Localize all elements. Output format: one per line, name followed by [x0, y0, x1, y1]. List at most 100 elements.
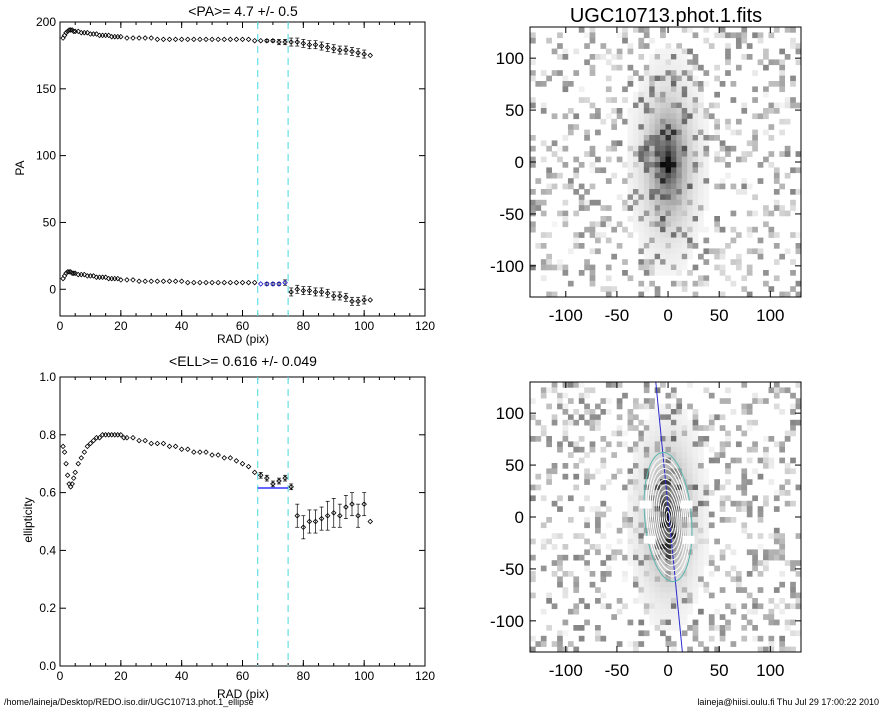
- image-pixel: [741, 189, 748, 195]
- image-pixel: [649, 560, 655, 566]
- image-pixel: [692, 108, 699, 114]
- image-pixel: [557, 533, 563, 539]
- data-point: [318, 515, 325, 522]
- image-pixel: [643, 232, 650, 238]
- image-pixel: [530, 226, 536, 233]
- image-pixel: [605, 409, 612, 415]
- image-pixel: [676, 414, 683, 421]
- image-pixel: [708, 457, 715, 464]
- image-pixel: [670, 527, 677, 534]
- image-pixel: [638, 259, 645, 265]
- image-pixel: [784, 490, 791, 496]
- image-pixel: [605, 75, 612, 82]
- image-pixel: [676, 194, 683, 201]
- image-pixel: [692, 167, 699, 174]
- image-pixel: [649, 409, 655, 415]
- image-pixel: [676, 113, 683, 120]
- image-pixel: [649, 403, 655, 410]
- image-pixel: [627, 538, 634, 545]
- image-pixel: [530, 484, 536, 491]
- image-pixel: [654, 511, 661, 518]
- y-tick-label: -50: [499, 560, 524, 579]
- image-pixel: [622, 517, 628, 523]
- image-pixel: [703, 205, 710, 211]
- image-pixel: [600, 571, 607, 577]
- data-point: [251, 279, 258, 286]
- image-pixel: [638, 280, 645, 287]
- image-pixel: [649, 414, 655, 421]
- image-pixel: [600, 205, 607, 211]
- data-point: [70, 270, 77, 277]
- image-pixel: [698, 425, 704, 431]
- image-pixel: [703, 441, 710, 448]
- image-pixel: [676, 43, 683, 49]
- image-pixel: [681, 549, 688, 556]
- image-pixel: [660, 189, 666, 195]
- image-pixel: [660, 463, 666, 469]
- image-pixel: [600, 511, 607, 518]
- image-pixel: [676, 473, 683, 480]
- image-pixel: [676, 156, 683, 163]
- image-pixel: [703, 527, 710, 534]
- image-pixel: [773, 189, 780, 195]
- image-pixel: [714, 226, 720, 233]
- image-pixel: [681, 473, 688, 480]
- image-pixel: [687, 27, 693, 33]
- image-pixel: [692, 490, 699, 496]
- image-pixel: [768, 646, 775, 653]
- image-pixel: [670, 54, 677, 60]
- image-pixel: [638, 167, 645, 174]
- image-pixel: [779, 441, 786, 448]
- image-pixel: [757, 473, 764, 480]
- image-pixel: [735, 43, 742, 49]
- image-pixel: [752, 392, 758, 399]
- data-point: [67, 484, 74, 490]
- image-pixel: [676, 436, 683, 442]
- image-pixel: [698, 64, 704, 71]
- image-pixel: [741, 614, 748, 620]
- image-pixel: [578, 398, 585, 404]
- image-pixel: [681, 91, 688, 98]
- image-pixel: [779, 608, 786, 615]
- image-pixel: [790, 619, 796, 626]
- image-pixel: [665, 259, 672, 265]
- image-pixel: [692, 59, 699, 66]
- image-pixel: [768, 59, 775, 66]
- image-pixel: [578, 232, 585, 238]
- image-pixel: [746, 403, 753, 410]
- image-pixel: [654, 81, 661, 87]
- image-pixel: [665, 140, 672, 147]
- x-tick-label: -50: [605, 661, 630, 680]
- image-pixel: [730, 145, 737, 152]
- image-pixel: [676, 457, 683, 464]
- image-pixel: [649, 259, 655, 265]
- image-pixel: [627, 511, 634, 518]
- image-pixel: [670, 243, 677, 249]
- image-pixel: [660, 490, 666, 496]
- image-pixel: [660, 625, 666, 631]
- image-pixel: [692, 576, 699, 583]
- image-pixel: [692, 91, 699, 98]
- image-pixel: [660, 205, 666, 211]
- image-pixel: [681, 468, 688, 475]
- image-pixel: [595, 517, 601, 523]
- data-point: [102, 32, 109, 39]
- image-pixel: [665, 70, 672, 76]
- image-pixel: [746, 210, 753, 217]
- image-pixel: [768, 463, 775, 469]
- image-pixel: [681, 554, 688, 561]
- image-pixel: [687, 457, 693, 464]
- image-pixel: [763, 113, 769, 120]
- image-pixel: [562, 619, 569, 626]
- image-pixel: [660, 409, 666, 415]
- image-pixel: [670, 151, 677, 157]
- image-pixel: [725, 436, 731, 442]
- image-pixel: [763, 549, 769, 556]
- image-pixel: [638, 205, 645, 211]
- image-pixel: [638, 419, 645, 426]
- image-pixel: [779, 641, 786, 647]
- image-pixel: [698, 554, 704, 561]
- image-pixel: [654, 151, 661, 157]
- image-pixel: [605, 603, 612, 610]
- data-point: [81, 29, 88, 36]
